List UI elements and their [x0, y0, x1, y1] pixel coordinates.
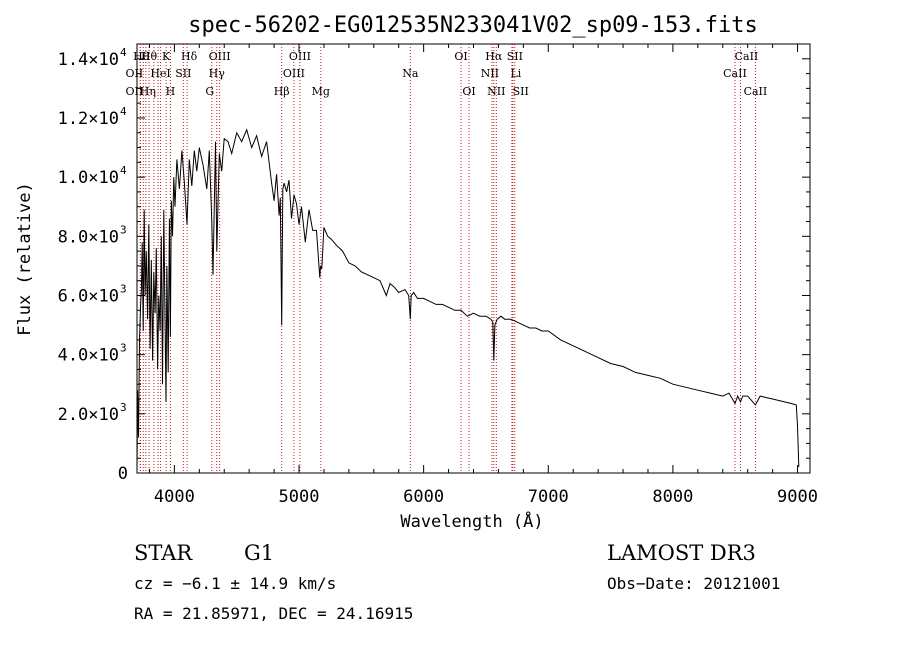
- ra-dec-coordinates: RA = 21.85971, DEC = 24.16915: [134, 604, 413, 623]
- x-axis: 4000 5000 6000 7000 8000 9000: [148, 44, 818, 507]
- subclass: G1: [244, 541, 274, 565]
- line-label: Hη: [140, 85, 156, 98]
- redshift-cz: cz = −6.1 ± 14.9 km/s: [134, 574, 336, 593]
- y-tick-exponent: 3: [120, 282, 127, 295]
- line-label: OIII: [289, 50, 311, 63]
- line-label: K: [162, 50, 171, 63]
- y-tick-exponent: 4: [120, 105, 127, 118]
- x-tick-label: 6000: [403, 487, 444, 507]
- line-label: OIII: [209, 50, 231, 63]
- y-tick-label: 8.0×10: [58, 227, 119, 247]
- x-axis-label: Wavelength (Å): [400, 510, 543, 532]
- x-tick-label: 9000: [777, 487, 818, 507]
- y-tick-exponent: 3: [120, 223, 127, 236]
- y-axis: 02.0×10 34.0×10 36.0×10 38.0×10 31.0×10 41.2×…: [58, 46, 810, 484]
- y-tick-exponent: 3: [120, 401, 127, 414]
- line-label: OIII: [283, 67, 305, 80]
- chart-title: spec-56202-EG012535N233041V02_sp09-153.f…: [188, 13, 758, 38]
- y-tick-label: 1.2×10: [58, 109, 119, 129]
- y-tick-exponent: 4: [120, 46, 127, 59]
- line-label: Na: [402, 67, 419, 80]
- line-label: Hβ: [274, 85, 290, 98]
- y-tick-label: 4.0×10: [58, 346, 119, 366]
- spectral-line-labels: OIIOIIHθHηHθHeIKHSIIHδGHγOIIIHβOIIIOIIIM…: [126, 50, 768, 98]
- line-label: OI: [454, 50, 467, 63]
- line-label: CaII: [723, 67, 747, 80]
- y-axis-label: Flux (relative): [15, 182, 35, 336]
- flux-series-line: [136, 128, 800, 474]
- y-tick-exponent: 3: [120, 342, 127, 355]
- footer-info: STAR G1 LAMOST DR3 cz = −6.1 ± 14.9 km/s…: [134, 541, 780, 623]
- line-label: OII: [126, 67, 144, 80]
- line-label: H: [166, 85, 176, 98]
- line-label: Hθ: [141, 50, 158, 63]
- spectral-line-markers: [139, 44, 756, 473]
- line-label: Hθ: [133, 50, 150, 63]
- line-label: CaII: [744, 85, 768, 98]
- plot-frame: [136, 43, 811, 474]
- line-label: HeI: [150, 67, 170, 80]
- y-tick-exponent: 4: [120, 164, 127, 177]
- survey-name: LAMOST DR3: [607, 541, 756, 565]
- line-label: SII: [507, 50, 523, 63]
- y-tick-label: 6.0×10: [58, 286, 119, 306]
- x-tick-label: 8000: [652, 487, 693, 507]
- line-label: Hα: [485, 50, 503, 63]
- line-label: CaII: [735, 50, 759, 63]
- y-tick-label: 1.4×10: [58, 50, 119, 70]
- line-label: SII: [513, 85, 529, 98]
- line-label: SII: [175, 67, 191, 80]
- x-tick-label: 5000: [279, 487, 320, 507]
- line-label: NII: [481, 67, 499, 80]
- object-class: STAR: [134, 541, 193, 565]
- x-tick-label: 7000: [528, 487, 569, 507]
- x-tick-label: 4000: [154, 487, 195, 507]
- line-label: Hδ: [181, 50, 198, 63]
- line-label: NII: [487, 85, 505, 98]
- line-label: Hγ: [209, 67, 226, 80]
- line-label: OI: [462, 85, 475, 98]
- line-label: Li: [510, 67, 521, 80]
- y-tick-label: 0: [118, 464, 128, 484]
- line-label: Mg: [312, 85, 330, 98]
- y-tick-label: 2.0×10: [58, 405, 119, 425]
- line-label: G: [205, 85, 214, 98]
- y-tick-label: 1.0×10: [58, 168, 119, 188]
- observation-date: Obs−Date: 20121001: [607, 574, 780, 593]
